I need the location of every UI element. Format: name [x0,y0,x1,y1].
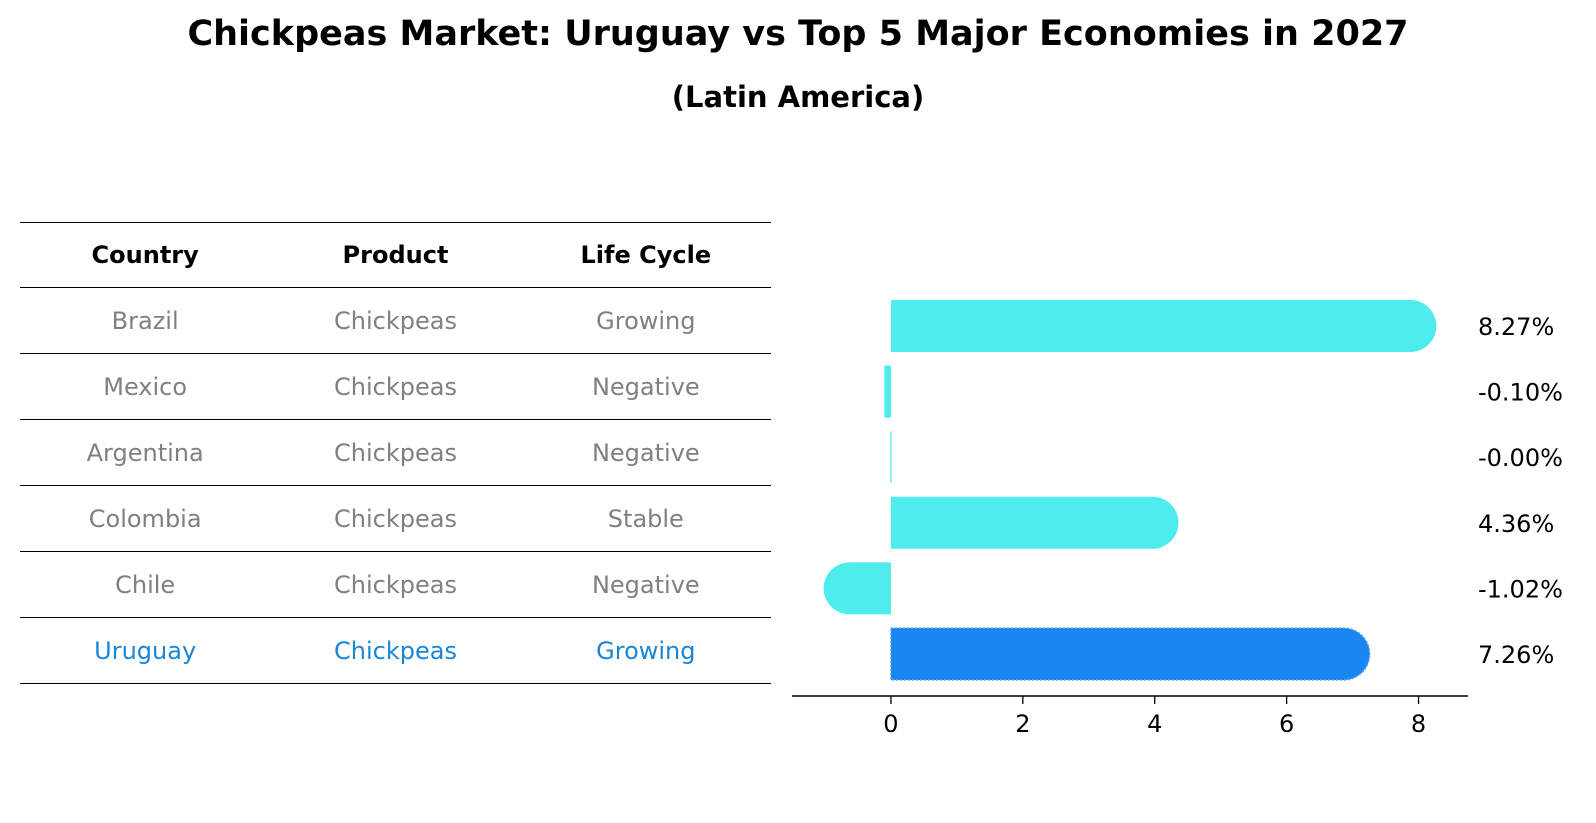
chart-subtitle: (Latin America) [671,80,925,114]
cell-country: Argentina [86,438,204,467]
bar-value-label: -0.10% [1478,379,1563,407]
bar-value-label: -0.00% [1478,444,1563,472]
table-row: Argentina Chickpeas Negative [20,420,771,486]
cell-country: Brazil [111,306,179,335]
cell-life-cycle: Growing [596,636,696,665]
cell-product: Chickpeas [334,570,457,599]
table-header-row: Country Product Life Cycle [20,222,771,288]
cell-product: Chickpeas [334,438,457,467]
cell-life-cycle: Stable [607,504,684,533]
table-row-highlighted: Uruguay Chickpeas Growing [20,618,771,684]
cell-life-cycle: Negative [591,438,700,467]
cell-product: Chickpeas [334,306,457,335]
table-row: Chile Chickpeas Negative [20,552,771,618]
cell-country: Uruguay [94,636,197,665]
x-tick-label: 0 [883,710,898,738]
cell-life-cycle: Growing [596,306,696,335]
bar-argentina [890,431,892,484]
cell-product: Chickpeas [334,504,457,533]
bar-value-label: 7.26% [1478,641,1554,669]
x-tick-label: 6 [1279,710,1294,738]
table-row: Colombia Chickpeas Stable [20,486,771,552]
bar-value-label: 8.27% [1478,313,1554,341]
bar-chile [823,562,891,615]
table-row: Brazil Chickpeas Growing [20,288,771,354]
header-product: Product [342,241,449,269]
x-tick-label: 2 [1015,710,1030,738]
bar-value-label: -1.02% [1478,575,1563,603]
bar-value-label: 4.36% [1478,510,1554,538]
cell-country: Chile [115,570,176,599]
cell-life-cycle: Negative [591,570,700,599]
table-row: Mexico Chickpeas Negative [20,354,771,420]
bar-mexico [884,365,891,418]
bar-brazil [890,300,1437,352]
cell-country: Mexico [103,372,188,401]
bar-uruguay [890,627,1371,681]
x-tick-label: 8 [1411,710,1426,738]
cell-country: Colombia [88,504,202,533]
cell-product: Chickpeas [334,636,457,665]
header-country: Country [91,241,199,269]
life-cycle-table: Country Product Life Cycle Brazil Chickp… [20,222,771,684]
bar-colombia [890,496,1179,549]
chart-title: Chickpeas Market: Uruguay vs Top 5 Major… [187,14,1409,54]
x-tick-label: 4 [1147,710,1162,738]
cell-life-cycle: Negative [591,372,700,401]
cell-product: Chickpeas [334,372,457,401]
header-life-cycle: Life Cycle [580,241,712,269]
